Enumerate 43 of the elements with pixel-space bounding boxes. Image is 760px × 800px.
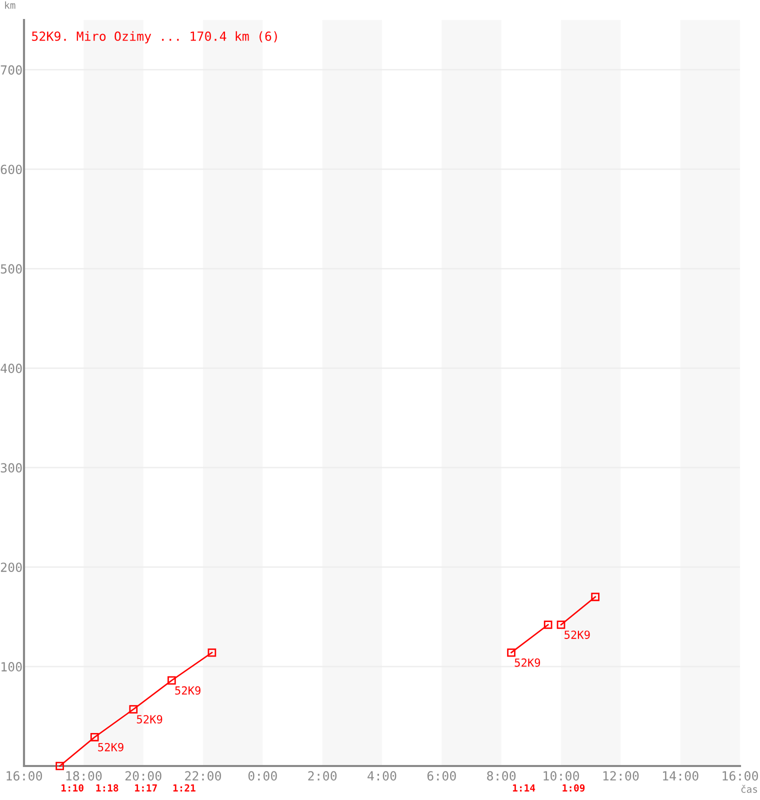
y-tick-label: 500 xyxy=(0,264,22,274)
point xyxy=(544,620,552,629)
annotation: 52K9 xyxy=(136,715,162,724)
point xyxy=(56,762,64,770)
x-tick-label: 12:00 xyxy=(603,771,639,781)
y-tick-label: 300 xyxy=(0,463,22,473)
x-tick-label: 16:00 xyxy=(722,771,758,781)
annotation: 52K9 xyxy=(514,658,540,667)
x-tick-label: 2:00 xyxy=(308,771,337,781)
y-tick-label: 700 xyxy=(0,65,22,75)
x-tick-label: 10:00 xyxy=(544,771,580,781)
point xyxy=(556,620,566,629)
text: 52K9. Miro Ozimy ... 170.4 km (6) xyxy=(32,31,277,44)
x-tick-label: 8:00 xyxy=(487,771,516,781)
text: 1:18 xyxy=(96,784,118,792)
text: 1:21 xyxy=(173,784,196,792)
y-tick-label: 100 xyxy=(2,662,22,672)
x-tick-label: 22:00 xyxy=(185,771,222,781)
y-tick-label: 600 xyxy=(0,164,22,174)
text: 1:17 xyxy=(135,784,157,792)
x-tick-label: 0:00 xyxy=(248,771,277,781)
point xyxy=(208,648,216,657)
point xyxy=(129,705,138,714)
point xyxy=(507,648,516,657)
annotation: 52K9 xyxy=(175,686,200,695)
x-tick-label: 14:00 xyxy=(663,771,698,781)
y-tick-label: 200 xyxy=(0,562,22,572)
point xyxy=(90,732,99,742)
x-tick-label: 18:00 xyxy=(66,771,102,781)
x-tick-label: 4:00 xyxy=(368,771,396,781)
text: 1:10 xyxy=(61,784,84,792)
annotation: 52K9 xyxy=(98,742,124,752)
x-tick-label: 16:00 xyxy=(6,771,42,781)
x-tick-label: 6:00 xyxy=(427,771,456,781)
text: 1:14 xyxy=(512,784,536,792)
x-tick-label: 20:00 xyxy=(125,771,162,781)
point xyxy=(591,592,600,602)
point xyxy=(168,676,176,685)
y-axis-title: km xyxy=(5,1,16,9)
x-axis-title: čas xyxy=(741,784,758,793)
annotation: 52K9 xyxy=(564,630,590,639)
y-tick-label: 400 xyxy=(0,364,22,374)
text: 1:09 xyxy=(562,784,585,792)
